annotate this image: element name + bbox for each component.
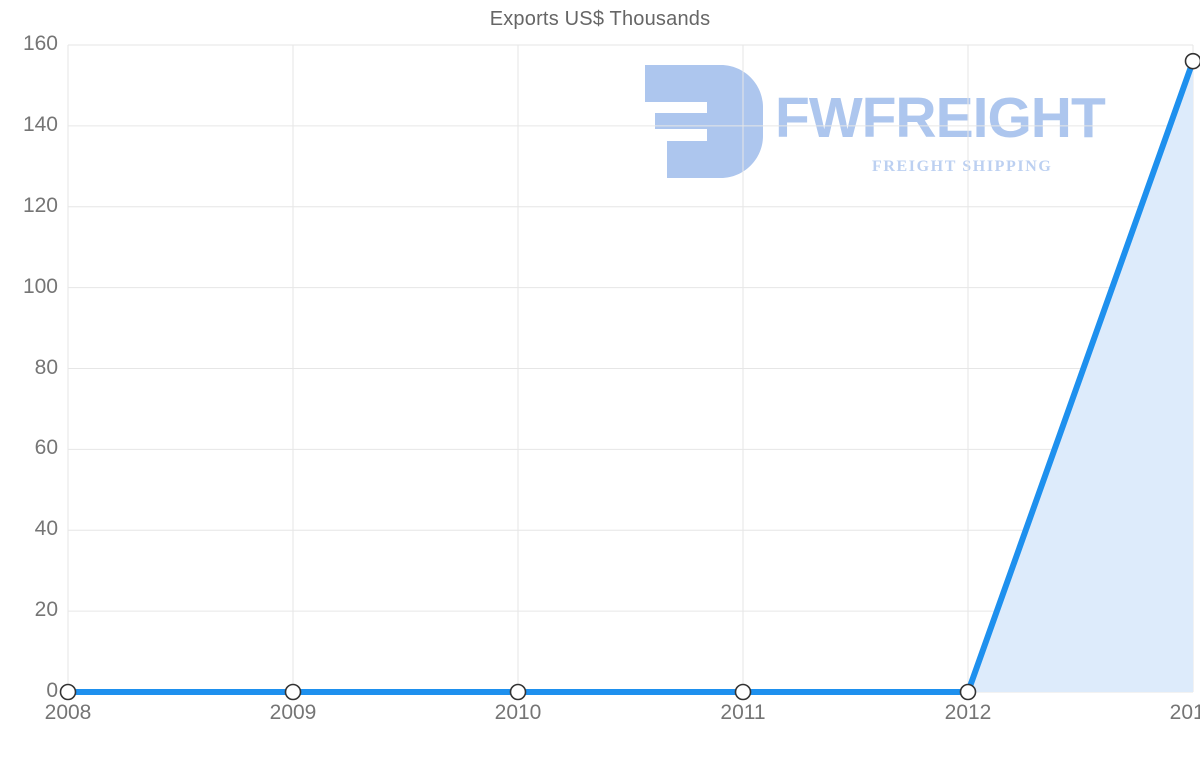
data-point-marker [284, 683, 302, 701]
x-axis-tick-label: 2011 [720, 701, 766, 724]
data-point-marker [1184, 52, 1200, 70]
data-point-marker [59, 683, 77, 701]
data-point-marker [734, 683, 752, 701]
x-axis-tick-label: 2012 [944, 701, 992, 724]
x-axis-tick-label: 2013 [1169, 701, 1200, 724]
data-point-marker [959, 683, 977, 701]
y-axis-tick-label: 60 [34, 436, 58, 460]
y-axis-tick-label: 140 [22, 112, 58, 136]
y-axis-tick-label: 80 [34, 355, 58, 379]
x-axis-tick-label: 2008 [44, 701, 92, 724]
series-line [65, 58, 1196, 695]
series-markers [59, 52, 1200, 701]
y-axis-tick-label: 100 [22, 274, 58, 298]
y-axis-tick-label: 0 [46, 679, 58, 702]
series-area-fill [68, 61, 1193, 693]
y-axis-tick-label: 120 [22, 193, 58, 217]
y-axis-tick-label: 20 [34, 598, 58, 622]
y-axis-tick-label: 160 [22, 32, 58, 55]
data-point-marker [509, 683, 527, 701]
x-axis-tick-label: 2010 [494, 701, 542, 724]
chart-title: Exports US$ Thousands [489, 8, 711, 30]
x-axis-tick-label: 2009 [269, 701, 317, 724]
y-axis-tick-label: 40 [34, 517, 58, 541]
